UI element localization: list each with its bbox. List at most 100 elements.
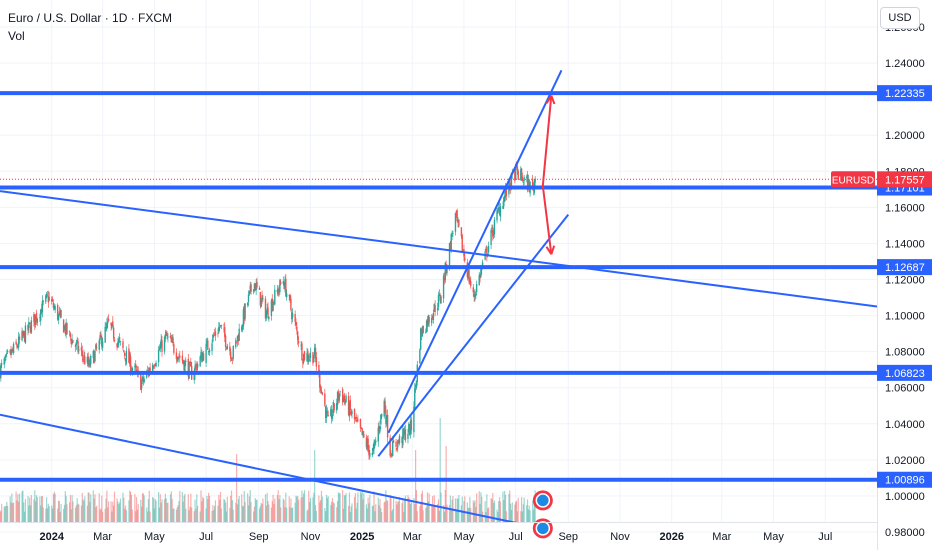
volume-bar	[403, 500, 406, 522]
candle-body	[105, 326, 107, 328]
candle-body	[46, 294, 49, 296]
candle-body	[456, 210, 458, 221]
candle-body	[28, 322, 31, 324]
trend-line-upper-channel[interactable]	[0, 190, 877, 308]
level-price-tag[interactable]	[877, 364, 932, 381]
volume-bar	[256, 499, 258, 522]
candle-body	[265, 313, 268, 319]
candle-body	[87, 357, 89, 365]
candle-body	[520, 169, 522, 181]
volume-bar	[407, 495, 409, 522]
symbol-title[interactable]: Euro / U.S. Dollar · 1D · FXCM	[8, 11, 173, 25]
candle-body	[30, 320, 33, 333]
candle-body	[129, 354, 131, 365]
candle-body	[112, 321, 114, 326]
candle-body	[426, 319, 429, 327]
candle-body	[300, 344, 302, 346]
volume-bar	[321, 496, 323, 522]
candle-body	[526, 174, 529, 191]
candle-body	[134, 365, 136, 368]
volume-indicator-label[interactable]: Vol	[8, 29, 25, 43]
candle-body	[350, 411, 352, 415]
volume-bar	[282, 498, 284, 522]
candle-body	[45, 293, 48, 296]
volume-bar	[134, 494, 136, 522]
price-tick-label: 1.20000	[885, 130, 925, 142]
price-tick-label: 0.98000	[885, 527, 925, 539]
candle-body	[415, 380, 418, 388]
candles	[0, 161, 536, 460]
projection-arrow[interactable]	[541, 95, 553, 186]
volume-bar	[59, 511, 61, 522]
volume-bar	[160, 502, 162, 522]
volume-bar	[181, 491, 183, 522]
volume-bar	[46, 497, 48, 522]
candle-body	[110, 322, 112, 326]
currency-button[interactable]: USD	[880, 7, 920, 29]
volume-bar	[373, 491, 375, 522]
volume-bar	[35, 495, 38, 522]
candle-body	[332, 402, 335, 414]
candle-body	[514, 171, 516, 181]
candle-body	[336, 402, 338, 411]
volume-bar	[461, 496, 463, 522]
candle-body	[427, 315, 430, 326]
volume-bar	[18, 501, 20, 522]
candle-body	[57, 313, 60, 320]
candle-body	[448, 242, 451, 267]
volume-bar	[343, 495, 345, 522]
volume-bar	[443, 511, 446, 522]
trend-line-support-uptrend[interactable]	[377, 213, 570, 457]
volume-bar	[208, 492, 210, 522]
candle-body	[93, 352, 95, 364]
candle-body	[384, 400, 386, 413]
volume-bar	[294, 502, 296, 522]
candle-body	[218, 326, 220, 333]
candle-body	[196, 365, 198, 371]
volume-bar	[195, 508, 197, 522]
candle-body	[260, 297, 262, 308]
candle-body	[122, 341, 124, 349]
candle-body	[94, 350, 96, 362]
level-price-tag[interactable]	[877, 259, 932, 276]
volume-bar	[409, 499, 411, 522]
volume-bar	[486, 494, 488, 522]
candle-body	[366, 440, 368, 449]
candle-body	[51, 298, 53, 302]
volume-bar	[202, 496, 204, 522]
volume-bar	[499, 501, 502, 522]
volume-bar	[419, 506, 421, 522]
volume-bar	[247, 505, 250, 522]
volume-bar	[70, 509, 72, 522]
price-tick-label: 1.00000	[885, 491, 925, 503]
volume-bar	[34, 490, 36, 522]
volume-bar	[230, 490, 233, 522]
last-price-tag[interactable]	[877, 171, 932, 188]
trend-line-steep-uptrend[interactable]	[387, 69, 563, 434]
level-price-tag[interactable]	[877, 471, 932, 488]
candle-body	[475, 284, 478, 293]
candle-body	[440, 296, 442, 304]
candle-body	[338, 393, 340, 401]
arrow-head	[550, 245, 556, 255]
level-price-tag[interactable]	[877, 85, 932, 102]
candle-body	[15, 341, 17, 345]
trend-line-lower-channel[interactable]	[0, 413, 645, 550]
candle-body	[244, 303, 246, 319]
candle-body	[84, 356, 86, 365]
projection-arrow[interactable]	[541, 185, 553, 255]
volume-bar	[396, 504, 398, 522]
candle-body	[330, 409, 332, 417]
volume-bar	[303, 493, 305, 522]
candle-body	[255, 283, 257, 291]
volume-bar	[362, 499, 364, 522]
volume-bar	[515, 501, 517, 522]
candle-body	[118, 337, 121, 341]
candle-body	[290, 298, 292, 311]
time-tick-label: May	[763, 531, 784, 543]
symbol-tag[interactable]	[831, 171, 875, 188]
volume-bar	[354, 493, 356, 522]
volume-bar	[284, 506, 286, 522]
volume-bar	[143, 495, 145, 522]
